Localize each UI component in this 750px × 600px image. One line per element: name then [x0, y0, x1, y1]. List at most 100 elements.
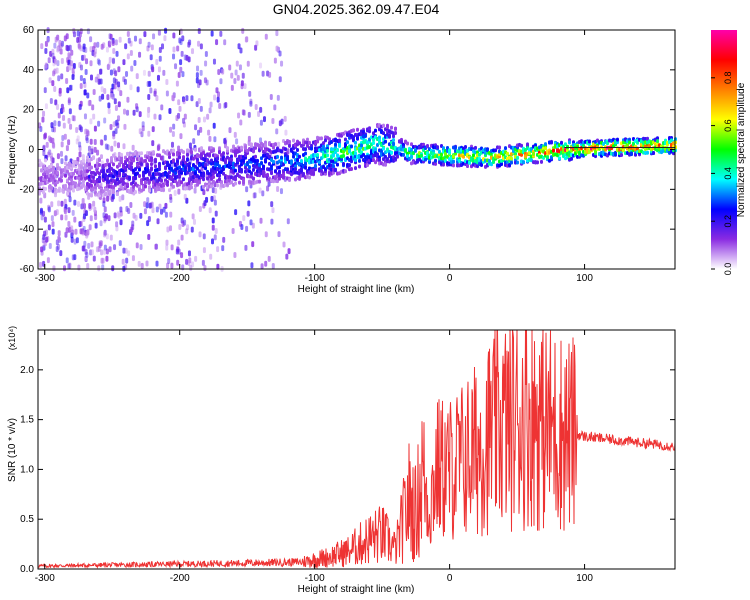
spectrogram-cell [112, 189, 115, 194]
spectrogram-cell [69, 84, 73, 91]
spectrogram-cell [162, 206, 166, 213]
spectrogram-cell [168, 188, 171, 193]
spectrogram-cell [118, 36, 122, 43]
spectrogram-cell [462, 154, 465, 159]
spectrogram-x-label: Height of straight line (km) [298, 284, 415, 295]
spectrogram-cell [191, 213, 195, 220]
spectrogram-cell [394, 131, 397, 136]
colorbar-tick-label: 0.8 [723, 72, 733, 85]
spectrogram-cell [234, 153, 237, 158]
spectrogram-cell [107, 108, 111, 115]
spectrogram-cell [203, 200, 207, 207]
spectrogram-cell [620, 152, 623, 157]
spectrogram-cell [42, 190, 45, 195]
spectrogram-cell [178, 105, 182, 112]
spectrogram-cell [214, 187, 218, 194]
spectrogram-cell [249, 219, 253, 226]
spectrogram-cell [79, 220, 83, 227]
spectrogram-cell [212, 174, 215, 179]
spectrogram-cell [316, 152, 319, 157]
spectrogram-cell [51, 80, 55, 87]
spectrogram-cell [65, 44, 69, 51]
spectrogram-cell [60, 158, 64, 165]
spectrogram-cell [248, 90, 252, 97]
spectrogram-cell [211, 187, 215, 194]
spectrogram-cell [270, 164, 273, 169]
spectrogram-cell [94, 222, 98, 229]
spectrogram-cell [194, 171, 197, 176]
spectrogram-cell [48, 188, 51, 193]
spectrogram-cell [179, 66, 183, 73]
spectrogram-cell [326, 148, 329, 153]
spectrogram-cell [267, 180, 271, 187]
spectrogram-cell [53, 68, 57, 75]
spectrogram-cell [106, 158, 109, 163]
spectrogram-cell [156, 145, 160, 152]
spectrogram-cell [109, 234, 113, 241]
spectrogram-cell [89, 118, 93, 125]
spectrogram-cell [234, 181, 237, 186]
spectrogram-cell [378, 135, 381, 140]
spectrogram-cell [106, 64, 110, 71]
y-tick-label: 0 [28, 145, 34, 156]
spectrogram-cell [222, 151, 225, 156]
spectrogram-cell [76, 30, 80, 37]
spectrogram-cell [198, 231, 202, 238]
spectrogram-cell [350, 166, 353, 171]
spectrogram-cell [264, 231, 268, 238]
spectrogram-cell [237, 112, 241, 119]
spectrogram-cell [216, 263, 220, 270]
spectrogram-cell [526, 142, 529, 147]
spectrogram-cell [103, 217, 107, 224]
spectrogram-cell [231, 228, 235, 235]
spectrogram-cell [92, 89, 96, 96]
spectrogram-cell [198, 206, 202, 213]
spectrogram-cell [70, 49, 74, 56]
spectrogram-cell [160, 155, 163, 160]
spectrogram-cell [92, 175, 95, 180]
spectrogram-cell [114, 128, 118, 135]
spectrogram-cell [75, 138, 79, 145]
spectrogram-cell [271, 262, 275, 269]
spectrogram-cell [135, 103, 139, 110]
spectrogram-cell [374, 148, 377, 153]
spectrogram-cell [131, 255, 135, 262]
spectrogram-cell [566, 144, 569, 149]
spectrogram-cell [125, 257, 129, 264]
colorbar-tick-label: 0.6 [723, 119, 733, 132]
spectrogram-cell [42, 240, 46, 247]
spectrogram-cell [187, 41, 191, 48]
spectrogram-cell [222, 167, 225, 172]
spectrogram-cell [344, 169, 347, 174]
spectrogram-cell [278, 120, 282, 127]
spectrogram-cell [54, 99, 58, 106]
spectrogram-cell [142, 173, 145, 178]
spectrogram-cell [127, 250, 131, 257]
spectrogram-cell [78, 36, 82, 43]
spectrogram-cell [199, 69, 203, 76]
spectrogram-cell [119, 90, 123, 97]
spectrogram-cell [242, 158, 245, 163]
spectrogram-cell [384, 162, 387, 167]
spectrogram-cell [308, 175, 311, 180]
spectrogram-cell [52, 70, 56, 77]
spectrogram-cell [209, 253, 213, 260]
spectrogram-cell [93, 51, 97, 58]
spectrogram-cell [594, 149, 597, 154]
spectrogram-cell [64, 161, 67, 166]
spectrogram-cell [84, 172, 87, 177]
spectrogram-cell [288, 178, 291, 183]
spectrogram-cell [192, 138, 196, 145]
spectrogram-cell [180, 180, 183, 185]
spectrogram-cell [245, 186, 249, 193]
spectrogram-cell [276, 154, 279, 159]
spectrogram-cell [390, 150, 393, 155]
spectrogram-cell [116, 142, 120, 149]
spectrogram-cell [255, 40, 259, 47]
spectrogram-cell [414, 148, 417, 153]
spectrogram-cell [272, 145, 275, 150]
spectrogram-cell [129, 202, 133, 209]
spectrogram-cell [138, 167, 141, 172]
spectrogram-cell [242, 180, 245, 185]
spectrogram-cell [98, 95, 102, 102]
